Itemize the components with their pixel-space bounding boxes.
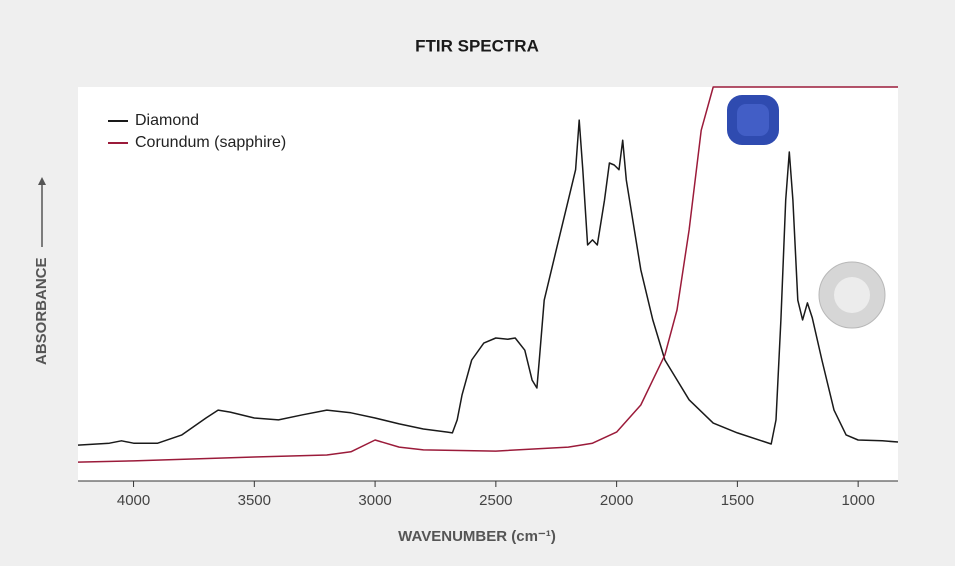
diamond-facet — [834, 277, 870, 313]
x-tick-label: 3000 — [358, 492, 391, 509]
y-arrow-head — [38, 177, 46, 185]
x-tick-label: 1500 — [721, 492, 754, 509]
x-tick-label: 2000 — [600, 492, 633, 509]
series-line — [77, 119, 899, 446]
legend-label: Diamond — [135, 112, 199, 129]
plot-area — [78, 87, 898, 481]
x-tick-label: 3500 — [238, 492, 271, 509]
x-tick-label: 4000 — [117, 492, 150, 509]
y-axis-label: ABSORBANCE — [33, 257, 50, 365]
x-tick-label: 1000 — [841, 492, 874, 509]
chart-title: FTIR SPECTRA — [415, 36, 539, 55]
sapphire-facet — [737, 104, 769, 136]
legend-label: Corundum (sapphire) — [135, 134, 286, 151]
x-axis-label: WAVENUMBER (cm⁻¹) — [398, 528, 556, 545]
y-axis-label-group: ABSORBANCE — [33, 177, 50, 365]
series-line — [77, 86, 898, 463]
x-tick-label: 2500 — [479, 492, 512, 509]
